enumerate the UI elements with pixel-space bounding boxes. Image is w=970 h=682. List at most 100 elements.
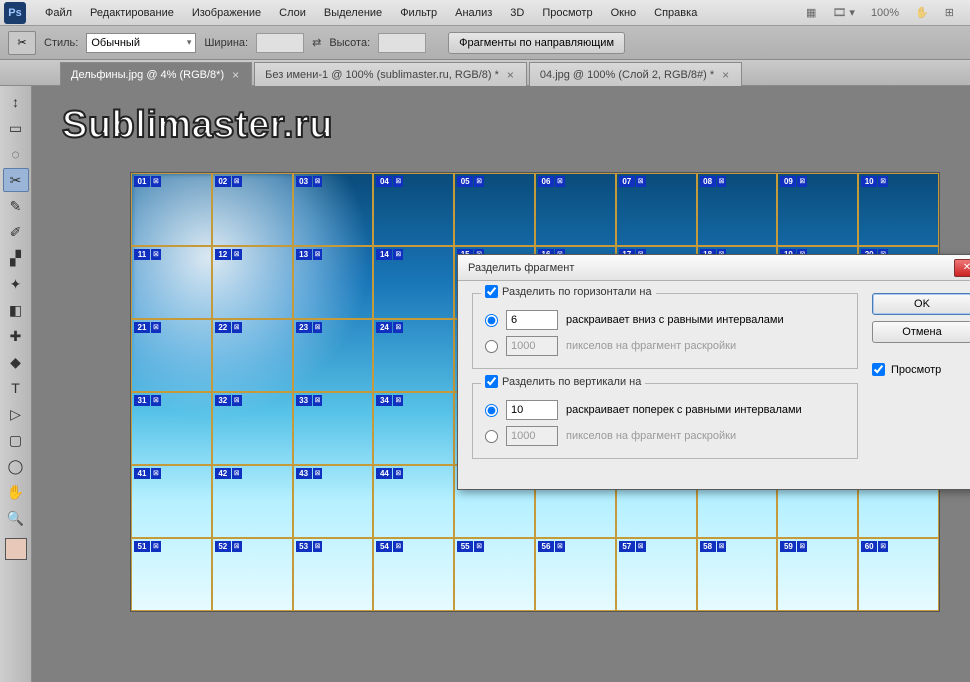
tool-button[interactable]: ▞ [3, 246, 29, 270]
preview-checkbox[interactable] [872, 363, 885, 376]
ok-button[interactable]: OK [872, 293, 970, 315]
tool-button[interactable]: 🔍 [3, 506, 29, 530]
slice-cell[interactable]: 52⊠ [212, 538, 293, 611]
slices-from-guides-button[interactable]: Фрагменты по направляющим [448, 32, 625, 54]
menu-item[interactable]: Редактирование [81, 7, 183, 19]
slice-cell[interactable]: 56⊠ [535, 538, 616, 611]
tool-button[interactable]: ✦ [3, 272, 29, 296]
tool-button[interactable]: ▢ [3, 428, 29, 452]
swap-icon[interactable]: ⇄ [312, 36, 321, 49]
menu-item[interactable]: Просмотр [533, 7, 601, 19]
slice-cell[interactable]: 05⊠ [454, 173, 535, 246]
slice-cell[interactable]: 31⊠ [131, 392, 212, 465]
slice-cell[interactable]: 51⊠ [131, 538, 212, 611]
slice-cell[interactable]: 43⊠ [293, 465, 374, 538]
tool-button[interactable]: ◯ [3, 454, 29, 478]
slice-cell[interactable]: 23⊠ [293, 319, 374, 392]
tool-button[interactable]: ✐ [3, 220, 29, 244]
slice-cell[interactable]: 41⊠ [131, 465, 212, 538]
h-pixels-input [506, 336, 558, 356]
tool-button[interactable]: T [3, 376, 29, 400]
slice-cell[interactable]: 08⊠ [697, 173, 778, 246]
close-icon[interactable]: ✕ [954, 259, 970, 277]
document-tab[interactable]: Без имени-1 @ 100% (sublimaster.ru, RGB/… [254, 62, 527, 86]
menu-item[interactable]: Слои [270, 7, 315, 19]
preview-label: Просмотр [891, 364, 941, 376]
slice-cell[interactable]: 32⊠ [212, 392, 293, 465]
divide-slice-dialog: Разделить фрагмент ✕ Разделить по горизо… [457, 254, 970, 490]
v-pixels-radio[interactable] [485, 430, 498, 443]
slice-cell[interactable]: 54⊠ [373, 538, 454, 611]
slice-cell[interactable]: 42⊠ [212, 465, 293, 538]
slice-cell[interactable]: 06⊠ [535, 173, 616, 246]
style-select[interactable]: Обычный [86, 33, 196, 53]
slice-cell[interactable]: 24⊠ [373, 319, 454, 392]
tool-button[interactable]: ▷ [3, 402, 29, 426]
close-icon[interactable]: × [232, 68, 239, 82]
document-tab[interactable]: 04.jpg @ 100% (Слой 2, RGB/8#) *× [529, 62, 742, 86]
menu-item[interactable]: Фильтр [391, 7, 446, 19]
mb-icon[interactable]: ▦ [802, 4, 820, 21]
film-icon[interactable]: 🎞 ▾ [828, 4, 859, 21]
slice-cell[interactable]: 44⊠ [373, 465, 454, 538]
hand-icon[interactable]: ✋ [911, 4, 933, 21]
menu-item[interactable]: Выделение [315, 7, 391, 19]
slice-cell[interactable]: 13⊠ [293, 246, 374, 319]
menu-item[interactable]: Справка [645, 7, 706, 19]
height-input[interactable] [378, 33, 426, 53]
menu-item[interactable]: 3D [501, 7, 533, 19]
slice-tool-icon[interactable]: ✂ [8, 31, 36, 55]
close-icon[interactable]: × [507, 68, 514, 82]
menu-item[interactable]: Анализ [446, 7, 501, 19]
h-count-radio[interactable] [485, 314, 498, 327]
h-pixels-radio[interactable] [485, 340, 498, 353]
pan-icon[interactable]: ⊞ [941, 4, 958, 21]
slice-cell[interactable]: 10⊠ [858, 173, 939, 246]
tool-button[interactable]: ✂ [3, 168, 29, 192]
slice-cell[interactable]: 34⊠ [373, 392, 454, 465]
cancel-button[interactable]: Отмена [872, 321, 970, 343]
slice-cell[interactable]: 57⊠ [616, 538, 697, 611]
menu-item[interactable]: Файл [36, 7, 81, 19]
slice-cell[interactable]: 58⊠ [697, 538, 778, 611]
h-pixels-desc: пикселов на фрагмент раскройки [566, 340, 736, 352]
tool-button[interactable]: ↕ [3, 90, 29, 114]
slice-cell[interactable]: 04⊠ [373, 173, 454, 246]
slice-cell[interactable]: 14⊠ [373, 246, 454, 319]
options-bar: ✂ Стиль: Обычный Ширина: ⇄ Высота: Фрагм… [0, 26, 970, 60]
menu-item[interactable]: Окно [602, 7, 646, 19]
slice-cell[interactable]: 60⊠ [858, 538, 939, 611]
v-enable-checkbox[interactable] [485, 375, 498, 388]
tool-button[interactable]: ✚ [3, 324, 29, 348]
h-count-input[interactable] [506, 310, 558, 330]
document-tab[interactable]: Дельфины.jpg @ 4% (RGB/8*)× [60, 62, 252, 86]
tool-button[interactable]: ✎ [3, 194, 29, 218]
h-enable-checkbox[interactable] [485, 285, 498, 298]
slice-cell[interactable]: 02⊠ [212, 173, 293, 246]
tool-button[interactable]: ◆ [3, 350, 29, 374]
vertical-group: Разделить по вертикали на раскраивает по… [472, 383, 858, 459]
tool-button[interactable]: ✋ [3, 480, 29, 504]
tool-button[interactable]: ◌ [3, 142, 29, 166]
slice-cell[interactable]: 59⊠ [777, 538, 858, 611]
slice-cell[interactable]: 33⊠ [293, 392, 374, 465]
menu-item[interactable]: Изображение [183, 7, 270, 19]
slice-cell[interactable]: 03⊠ [293, 173, 374, 246]
slice-cell[interactable]: 09⊠ [777, 173, 858, 246]
tool-button[interactable]: ◧ [3, 298, 29, 322]
slice-cell[interactable]: 11⊠ [131, 246, 212, 319]
slice-cell[interactable]: 21⊠ [131, 319, 212, 392]
slice-cell[interactable]: 01⊠ [131, 173, 212, 246]
zoom-value[interactable]: 100% [867, 5, 903, 21]
tool-button[interactable]: ▭ [3, 116, 29, 140]
width-input[interactable] [256, 33, 304, 53]
slice-cell[interactable]: 22⊠ [212, 319, 293, 392]
slice-cell[interactable]: 55⊠ [454, 538, 535, 611]
foreground-swatch[interactable] [5, 538, 27, 560]
close-icon[interactable]: × [722, 68, 729, 82]
v-count-radio[interactable] [485, 404, 498, 417]
slice-cell[interactable]: 07⊠ [616, 173, 697, 246]
slice-cell[interactable]: 53⊠ [293, 538, 374, 611]
slice-cell[interactable]: 12⊠ [212, 246, 293, 319]
v-count-input[interactable] [506, 400, 558, 420]
